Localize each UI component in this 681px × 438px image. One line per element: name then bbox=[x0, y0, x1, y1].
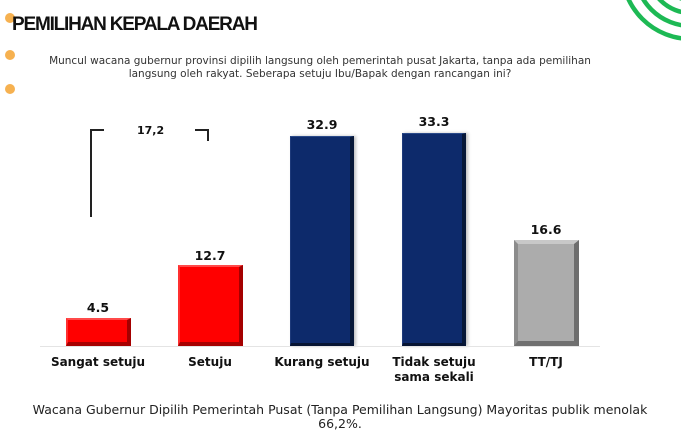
bracket-right-vertical bbox=[207, 129, 209, 141]
category-label: Setuju bbox=[155, 355, 265, 370]
chart-caption: Wacana Gubernur Dipilih Pemerintah Pusat… bbox=[20, 403, 660, 431]
category-line: Setuju bbox=[188, 355, 232, 369]
bracket-left-vertical bbox=[90, 129, 92, 217]
category-line: sama sekali bbox=[394, 370, 474, 384]
category-line: Kurang setuju bbox=[274, 355, 370, 369]
bar-kurang-setuju bbox=[290, 136, 354, 346]
bracket-left-horizontal bbox=[90, 129, 104, 131]
bar-setuju bbox=[178, 265, 243, 346]
bar-sangat-setuju bbox=[66, 318, 131, 346]
page-title: PEMILIHAN KEPALA DAERAH bbox=[12, 14, 258, 35]
x-axis-baseline bbox=[40, 346, 600, 347]
value-label: 16.6 bbox=[530, 222, 562, 237]
category-label: TT/TJ bbox=[491, 355, 601, 370]
accent-dot-3 bbox=[5, 84, 15, 94]
survey-question: Muncul wacana gubernur provinsi dipilih … bbox=[40, 55, 600, 81]
value-label: 32.9 bbox=[306, 117, 338, 132]
caption-line-1: Wacana Gubernur Dipilih Pemerintah Pusat… bbox=[32, 402, 648, 417]
bar-tidak-setuju bbox=[402, 133, 466, 346]
accent-dot-2 bbox=[5, 50, 15, 60]
category-line: Sangat setuju bbox=[50, 355, 146, 369]
category-line: Tidak setuju bbox=[392, 355, 476, 369]
category-label: Kurang setuju bbox=[267, 355, 377, 370]
question-line-1: Muncul wacana gubernur provinsi dipilih … bbox=[49, 55, 591, 67]
bar-tt-tj bbox=[514, 240, 579, 346]
question-line-2: langsung oleh rakyat. Seberapa setuju Ib… bbox=[128, 68, 512, 80]
value-label: 4.5 bbox=[86, 300, 110, 315]
value-label: 33.3 bbox=[418, 114, 450, 129]
category-label: Tidak setuju sama sekali bbox=[379, 355, 489, 385]
category-label: Sangat setuju bbox=[43, 355, 153, 370]
accent-dot-1 bbox=[5, 13, 15, 23]
bracket-right-horizontal bbox=[195, 129, 209, 131]
caption-line-2: 66,2%. bbox=[318, 416, 362, 431]
value-label: 12.7 bbox=[194, 248, 226, 263]
category-line: TT/TJ bbox=[529, 355, 563, 369]
bracket-combined-label: 17,2 bbox=[137, 124, 165, 137]
